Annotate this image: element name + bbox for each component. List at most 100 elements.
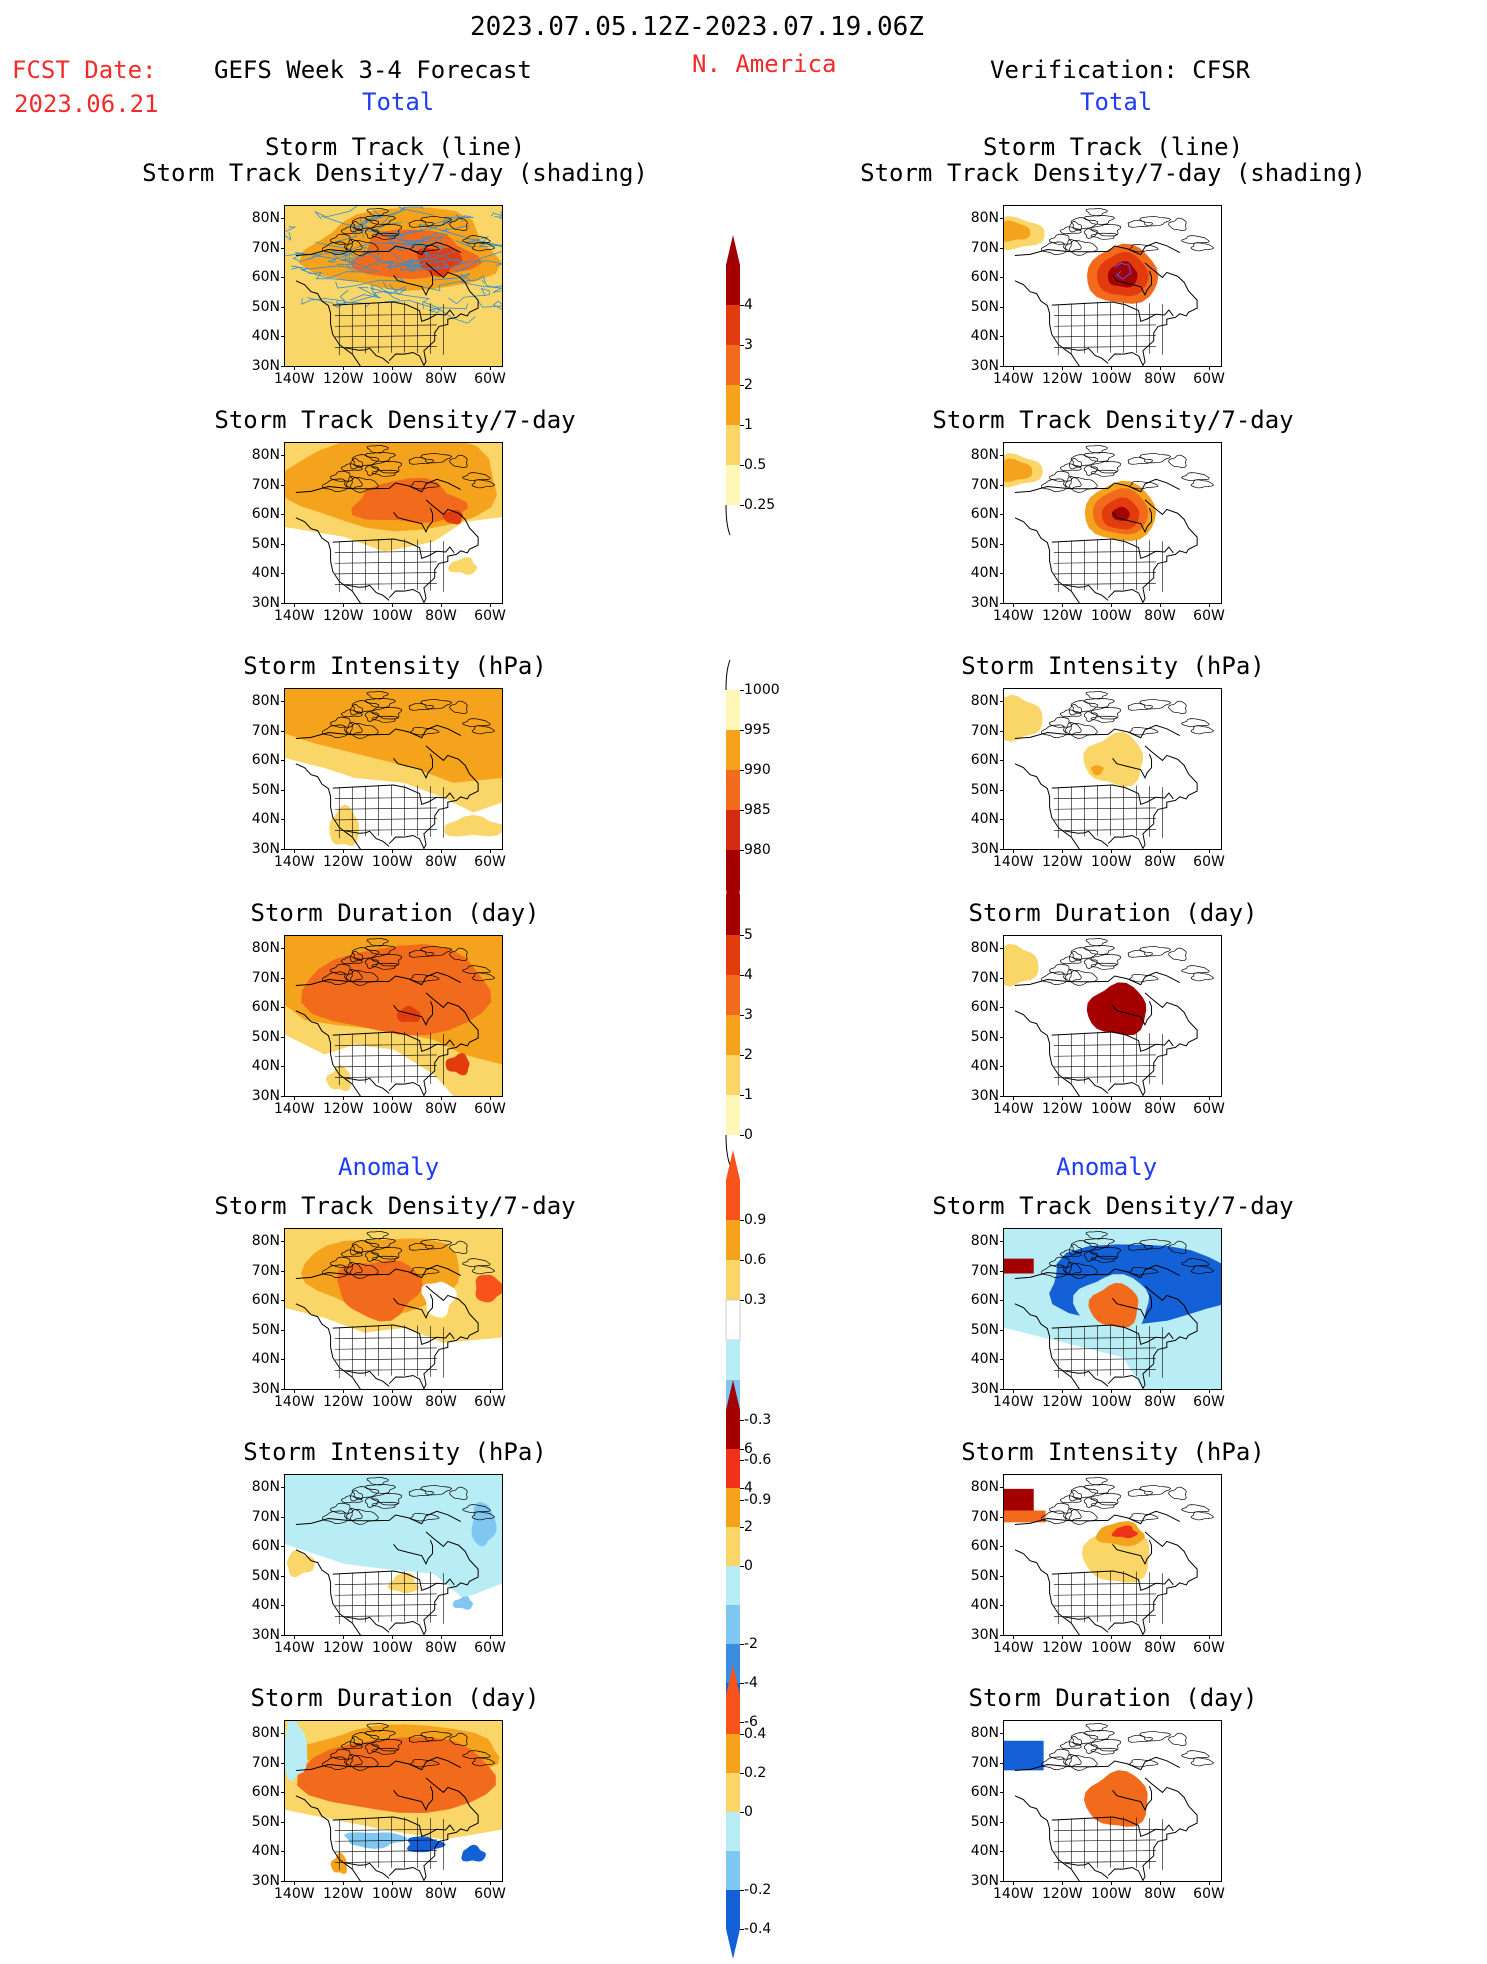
state-border <box>1053 550 1156 553</box>
state-border <box>334 1839 437 1842</box>
island-outline <box>366 1477 389 1486</box>
colorbar-tick <box>740 1566 744 1567</box>
colorbar-end <box>725 504 731 536</box>
state-border <box>1053 1347 1156 1350</box>
axis-tick <box>281 484 284 486</box>
island-outline <box>1041 724 1067 738</box>
latitude-label: 50N <box>970 781 999 798</box>
island-outline <box>1083 451 1116 462</box>
island-outline <box>349 1509 379 1525</box>
island-outline <box>1139 1485 1172 1496</box>
coastline <box>345 1862 390 1879</box>
island-outline <box>1129 1266 1159 1276</box>
state-border <box>334 1828 437 1831</box>
latitude-label: 30N <box>251 1087 280 1104</box>
colorbar-tick <box>740 1488 744 1489</box>
latitude-label: 30N <box>251 357 280 374</box>
longitude-label: 60W <box>1193 1640 1225 1656</box>
longitude-label: 120W <box>1042 608 1083 624</box>
island-outline <box>1068 1263 1098 1279</box>
island-outline <box>1068 1755 1098 1771</box>
axis-tick <box>1000 218 1003 219</box>
island-outline <box>410 480 440 490</box>
colorbar-tick <box>740 975 744 976</box>
island-outline <box>1085 445 1108 454</box>
coastline <box>1064 830 1109 847</box>
colorbar-segment <box>726 1812 740 1851</box>
coastline <box>393 1786 434 1812</box>
coastline <box>295 1264 462 1279</box>
island-outline <box>364 228 379 239</box>
colorbar-tick <box>740 1734 744 1735</box>
colorbar-label: 0 <box>744 1804 753 1820</box>
axis-tick <box>1000 484 1003 486</box>
island-outline <box>330 1748 353 1760</box>
island-outline <box>349 723 379 739</box>
storm-track-line <box>432 272 472 282</box>
axis-tick <box>441 1636 442 1639</box>
latitude-label: 60N <box>970 1292 999 1308</box>
storm-track-line <box>393 223 470 238</box>
coastline <box>1112 1001 1153 1027</box>
island-outline <box>449 947 468 962</box>
island-outline <box>330 716 353 728</box>
axis-tick <box>1000 1388 1003 1390</box>
axis-tick <box>281 701 284 702</box>
colorbar-label: 0 <box>744 1558 753 1574</box>
axis-tick <box>281 1036 284 1038</box>
map-canvas <box>285 689 502 849</box>
island-outline <box>350 1244 364 1256</box>
shaded-region <box>1083 1770 1148 1827</box>
latitude-label: 40N <box>970 328 999 344</box>
axis-tick <box>281 1605 284 1606</box>
colorbar-label: 2 <box>744 1519 753 1535</box>
state-border <box>1053 572 1156 575</box>
panel-title: Storm Intensity (hPa) <box>243 1438 547 1466</box>
latitude-label: 80N <box>251 1233 280 1249</box>
coastline <box>1064 1077 1109 1094</box>
island-outline <box>471 1511 496 1521</box>
map-frame <box>284 1228 503 1390</box>
axis-tick <box>1111 1882 1112 1885</box>
map-frame <box>284 205 503 367</box>
state-border <box>334 1347 437 1350</box>
island-outline <box>462 965 491 974</box>
coastline <box>1051 1570 1174 1592</box>
coastline <box>295 1756 462 1771</box>
island-outline <box>471 242 496 252</box>
region-title: N. America <box>692 50 837 78</box>
latitude-label: 70N <box>251 239 280 256</box>
longitude-label: 80W <box>1144 1640 1176 1656</box>
axis-tick <box>1013 1097 1014 1100</box>
coastline <box>1014 1510 1181 1525</box>
longitude-label: 120W <box>323 1886 364 1902</box>
longitude-label: 120W <box>1042 1101 1083 1117</box>
axis-tick <box>281 1575 284 1577</box>
island-outline <box>371 1747 399 1755</box>
axis-tick <box>392 367 393 370</box>
panel-title: Storm Track Density/7-day <box>214 1192 576 1220</box>
longitude-label: 100W <box>372 1640 413 1656</box>
axis-tick <box>1160 1636 1161 1639</box>
storm-track-line <box>337 246 374 266</box>
coastline <box>1051 1816 1174 1838</box>
axis-tick <box>1000 1851 1003 1852</box>
colorbar-tick <box>740 1095 744 1096</box>
island-outline <box>1070 217 1099 230</box>
island-outline <box>449 454 468 469</box>
island-outline <box>1049 1748 1072 1760</box>
colorbar-tick <box>740 1527 744 1528</box>
longitude-label: 140W <box>274 608 315 624</box>
axis-tick <box>281 1516 284 1518</box>
axis-tick <box>1000 1733 1003 1734</box>
island-outline <box>1041 478 1067 492</box>
island-outline <box>366 445 389 454</box>
colorbar-tick <box>740 770 744 771</box>
axis-tick <box>281 1487 284 1488</box>
axis-tick <box>281 1329 284 1331</box>
island-outline <box>1049 470 1072 482</box>
state-border <box>1053 324 1156 327</box>
island-outline <box>330 470 353 482</box>
longitude-label: 140W <box>274 854 315 870</box>
island-outline <box>449 1486 468 1501</box>
